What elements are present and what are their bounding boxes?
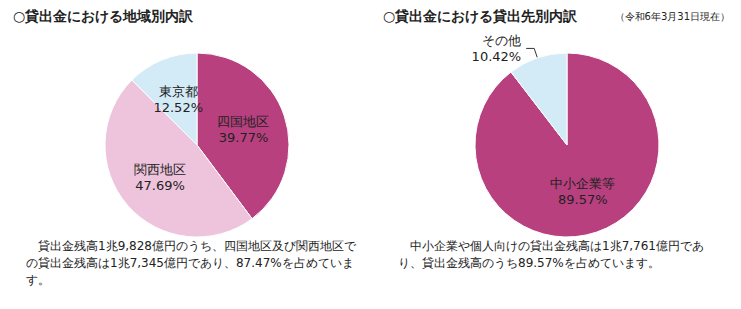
svg-text:12.52%: 12.52% xyxy=(153,100,203,115)
svg-text:89.57%: 89.57% xyxy=(558,192,608,207)
svg-text:東京都: 東京都 xyxy=(159,84,198,99)
svg-text:関西地区: 関西地区 xyxy=(134,162,186,177)
svg-text:○貸出金における地域別内訳: ○貸出金における地域別内訳 xyxy=(13,8,194,24)
svg-text:○貸出金における貸出先別内訳: ○貸出金における貸出先別内訳 xyxy=(383,8,578,24)
svg-text:四国地区: 四国地区 xyxy=(217,114,269,129)
svg-text:その他: その他 xyxy=(482,33,521,48)
html-text:貸出金残高1兆9,828億円のうち、四国地区及び関西地区での: 貸出金残高1兆9,828億円のうち、四国地区及び関西地区での貸出金残高は1兆7,… xyxy=(26,239,356,287)
html-text:中小企業や個人向けの貸出金残高は1兆7,761億円であり、貸: 中小企業や個人向けの貸出金残高は1兆7,761億円であり、貸出金残高のうち89.… xyxy=(398,239,704,270)
svg-text:（令和6年3月31日現在）: （令和6年3月31日現在） xyxy=(615,11,730,22)
svg-text:10.42%: 10.42% xyxy=(472,49,522,64)
svg-text:47.69%: 47.69% xyxy=(135,178,185,193)
svg-text:中小企業等: 中小企業等 xyxy=(550,176,615,191)
svg-text:39.77%: 39.77% xyxy=(219,130,269,145)
